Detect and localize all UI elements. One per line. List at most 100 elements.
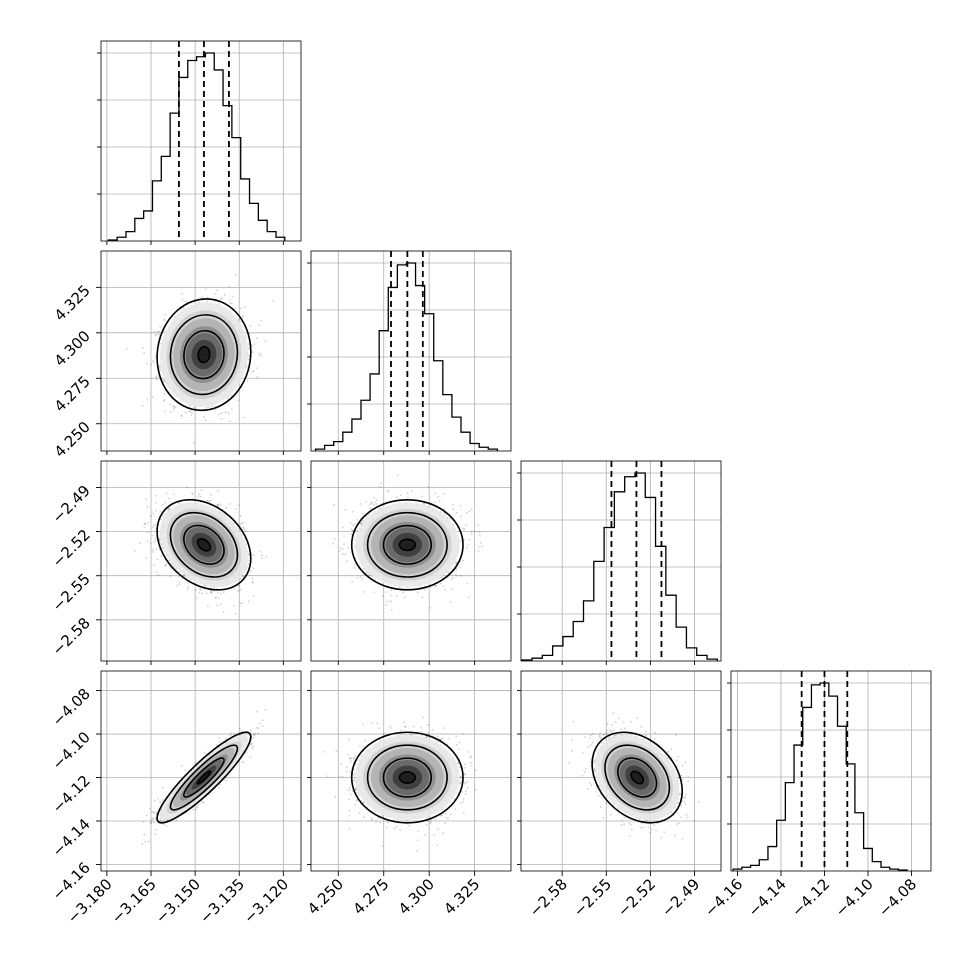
scatter-point	[154, 334, 157, 337]
scatter-point	[194, 407, 197, 410]
scatter-point	[257, 324, 260, 326]
scatter-panel-frame	[100, 460, 302, 662]
scatter-point	[164, 313, 167, 316]
scatter-point	[185, 411, 187, 414]
scatter-point	[172, 405, 175, 408]
scatter-point	[219, 603, 222, 605]
scatter-point	[272, 300, 275, 302]
scatter-point	[152, 526, 155, 529]
scatter-point	[155, 548, 157, 551]
scatter-point	[256, 367, 258, 369]
scatter-point	[144, 522, 147, 525]
scatter-point	[210, 493, 212, 496]
scatter-point	[159, 518, 162, 521]
scatter-point	[146, 398, 149, 401]
scatter-point	[242, 521, 245, 524]
contour-line	[183, 329, 225, 380]
scatter-point	[192, 406, 195, 409]
scatter-point	[220, 297, 222, 300]
scatter-point	[239, 515, 242, 517]
scatter-point	[259, 550, 262, 553]
scatter-point	[164, 410, 166, 412]
scatter-point	[206, 301, 209, 303]
scatter-point	[155, 376, 157, 379]
scatter-point	[220, 592, 222, 595]
scatter-point	[153, 541, 156, 544]
scatter-point	[181, 577, 184, 580]
scatter-point	[220, 412, 223, 415]
scatter-point	[244, 529, 246, 532]
scatter-point	[198, 591, 201, 594]
scatter-point	[215, 596, 218, 599]
hist-panel-1	[97, 40, 302, 242]
scatter-point	[217, 591, 219, 594]
scatter-point	[249, 570, 252, 572]
scatter-point	[256, 376, 259, 379]
scatter-point	[208, 500, 211, 503]
scatter-point	[359, 576, 362, 579]
scatter-point	[165, 492, 168, 495]
scatter-point	[235, 508, 238, 510]
scatter-point	[214, 292, 217, 295]
scatter-point	[151, 359, 154, 362]
scatter-point	[242, 315, 244, 318]
scatter-point	[246, 380, 249, 382]
scatter-point	[164, 564, 166, 567]
scatter-point	[163, 380, 165, 383]
scatter-point	[158, 367, 161, 369]
hist-3-frame	[520, 460, 722, 662]
scatter-point	[210, 591, 213, 594]
scatter-point	[169, 411, 172, 413]
scatter-point	[373, 503, 375, 506]
scatter-point	[176, 584, 178, 587]
scatter-point	[241, 533, 244, 536]
scatter-panel-1-2	[100, 250, 302, 452]
scatter-point	[161, 504, 164, 506]
scatter-point	[257, 352, 260, 355]
scatter-point	[264, 340, 267, 343]
scatter-point	[251, 370, 254, 373]
scatter-point	[242, 576, 245, 578]
scatter-point	[174, 406, 177, 409]
scatter-point	[237, 318, 240, 321]
scatter-point	[178, 502, 181, 505]
scatter-point	[169, 403, 172, 406]
scatter-point	[168, 497, 170, 500]
scatter-point	[248, 553, 251, 556]
panel-content	[134, 486, 268, 615]
scatter-point	[155, 494, 158, 497]
scatter-point	[218, 413, 220, 416]
scatter-point	[141, 405, 144, 408]
scatter-point	[251, 577, 254, 580]
scatter-point	[204, 419, 207, 422]
scatter-point	[251, 351, 254, 354]
hist-4-frame	[730, 670, 932, 872]
contour-line-inner	[197, 345, 211, 364]
scatter-point	[154, 523, 157, 526]
scatter-point	[163, 393, 166, 395]
scatter-point	[210, 590, 213, 592]
scatter-panel-frame	[100, 250, 302, 452]
scatter-point	[143, 351, 146, 354]
scatter-point	[151, 396, 154, 398]
scatter-point	[159, 326, 162, 329]
hist-panel-3	[517, 460, 722, 662]
scatter-point	[222, 611, 225, 614]
scatter-point	[162, 318, 165, 321]
scatter-point	[158, 539, 161, 542]
scatter-point	[188, 410, 190, 413]
scatter-point	[150, 542, 153, 545]
scatter-point	[154, 538, 157, 541]
scatter-point	[351, 580, 353, 583]
density-level	[197, 346, 211, 363]
scatter-point	[144, 523, 146, 525]
panel-content	[332, 474, 484, 611]
scatter-point	[151, 548, 154, 551]
scatter-point	[163, 319, 166, 322]
scatter-point	[220, 417, 223, 420]
scatter-point	[207, 499, 209, 502]
contour-line	[169, 314, 239, 396]
scatter-point	[172, 405, 175, 408]
scatter-point	[154, 501, 157, 504]
scatter-point	[155, 375, 158, 378]
